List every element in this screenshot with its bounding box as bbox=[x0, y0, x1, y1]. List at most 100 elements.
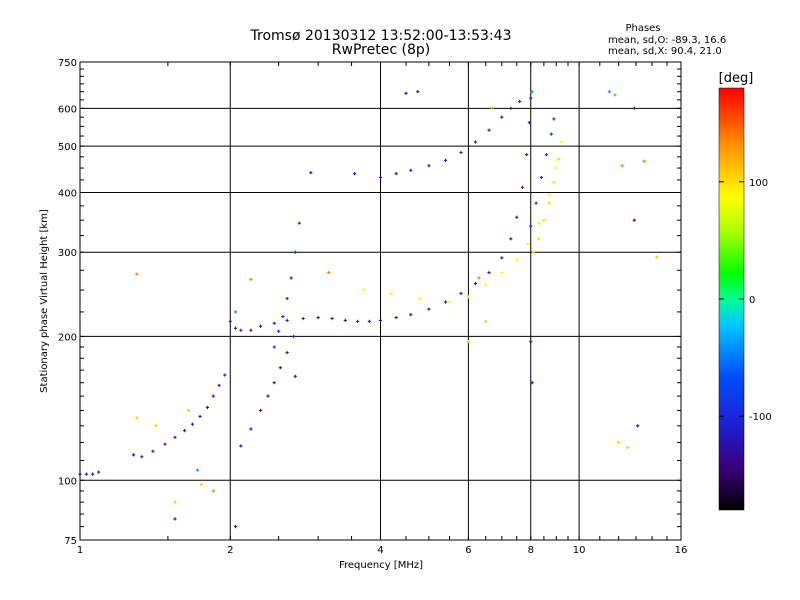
colorbar-tick-label: -100 bbox=[749, 412, 772, 423]
data-point bbox=[642, 159, 646, 163]
data-point bbox=[362, 288, 366, 292]
x-tick-label: 1 bbox=[77, 545, 83, 556]
data-point bbox=[198, 414, 202, 419]
y-tick-label: 300 bbox=[58, 248, 77, 259]
data-point bbox=[182, 429, 187, 433]
data-point bbox=[163, 442, 167, 446]
data-point bbox=[249, 427, 253, 431]
data-point bbox=[518, 99, 522, 104]
x-tick-label: 10 bbox=[573, 545, 586, 556]
stats-line-o: mean, sd,O: -89.3, 16.6 bbox=[608, 35, 726, 46]
data-point bbox=[529, 340, 533, 344]
data-point bbox=[84, 472, 89, 476]
data-point bbox=[356, 319, 360, 323]
data-point bbox=[487, 128, 491, 132]
data-point bbox=[277, 329, 281, 333]
data-point bbox=[542, 218, 546, 222]
data-point bbox=[529, 224, 533, 228]
data-point bbox=[655, 255, 659, 259]
data-point bbox=[272, 345, 276, 349]
data-point bbox=[205, 405, 210, 410]
data-point bbox=[409, 313, 413, 317]
x-tick-label: 6 bbox=[465, 545, 471, 556]
data-point bbox=[484, 319, 488, 323]
y-tick-label: 600 bbox=[58, 104, 77, 115]
x-axis-label: Frequency [MHz] bbox=[339, 560, 423, 571]
data-point bbox=[367, 319, 371, 323]
data-point bbox=[151, 449, 155, 453]
y-tick-label: 75 bbox=[64, 536, 77, 547]
data-point bbox=[91, 472, 95, 476]
data-point bbox=[547, 193, 551, 197]
data-point bbox=[527, 121, 531, 125]
data-point bbox=[500, 256, 504, 260]
data-point bbox=[625, 446, 630, 450]
data-point bbox=[293, 374, 297, 378]
data-point bbox=[249, 277, 253, 282]
x-tick-label: 2 bbox=[227, 545, 233, 556]
chart-subtitle: RwPretec (8p) bbox=[332, 42, 430, 58]
colorbar: [deg] 100 0 -100 bbox=[719, 71, 772, 511]
data-point bbox=[131, 453, 136, 457]
data-point bbox=[466, 295, 470, 299]
data-point bbox=[234, 525, 238, 529]
data-point bbox=[443, 300, 448, 304]
data-point bbox=[293, 250, 297, 254]
chart-title: Tromsø 20130312 13:52:00-13:53:43 bbox=[250, 28, 512, 44]
data-point bbox=[526, 242, 530, 246]
stats-line-x: mean, sd,X: 90.4, 21.0 bbox=[608, 46, 722, 57]
data-point bbox=[531, 250, 536, 254]
data-point bbox=[509, 106, 513, 110]
data-point bbox=[154, 424, 158, 428]
data-point bbox=[234, 326, 238, 330]
data-point bbox=[443, 158, 448, 162]
data-point bbox=[272, 321, 276, 325]
data-point bbox=[173, 500, 177, 504]
data-point bbox=[292, 334, 296, 338]
data-point bbox=[297, 221, 301, 225]
data-point bbox=[544, 153, 549, 157]
data-point bbox=[632, 218, 636, 222]
data-point bbox=[217, 383, 221, 387]
phase-stats: Phases mean, sd,O: -89.3, 16.6 mean, sd,… bbox=[608, 23, 726, 57]
data-point bbox=[309, 171, 313, 175]
data-point bbox=[316, 315, 320, 320]
data-point bbox=[617, 440, 621, 445]
data-point bbox=[281, 315, 285, 319]
data-point bbox=[549, 132, 554, 136]
data-point bbox=[239, 328, 243, 332]
y-tick-label: 750 bbox=[58, 58, 77, 69]
data-point bbox=[515, 257, 519, 261]
colorbar-tick-label: 0 bbox=[749, 295, 755, 306]
x-tick-label: 4 bbox=[377, 545, 383, 556]
data-point bbox=[473, 281, 478, 286]
data-point bbox=[343, 318, 347, 323]
data-point bbox=[559, 140, 563, 144]
x-tick-labels: 1 2 4 6 8 10 16 bbox=[77, 545, 688, 556]
data-point bbox=[552, 180, 556, 184]
grid-lines bbox=[80, 62, 681, 540]
data-point bbox=[394, 315, 398, 320]
data-point bbox=[530, 90, 534, 94]
data-point bbox=[186, 408, 191, 413]
data-point bbox=[353, 172, 357, 176]
data-point bbox=[404, 91, 408, 95]
data-point bbox=[427, 164, 431, 168]
data-point bbox=[490, 106, 494, 110]
data-point bbox=[330, 316, 334, 321]
data-point bbox=[285, 296, 289, 301]
data-point bbox=[613, 93, 617, 97]
data-point bbox=[389, 291, 393, 296]
data-point bbox=[477, 276, 481, 280]
data-point bbox=[285, 350, 289, 355]
data-point bbox=[173, 435, 177, 439]
data-point bbox=[301, 316, 305, 321]
data-point bbox=[552, 117, 556, 121]
data-point bbox=[427, 307, 431, 311]
y-tick-labels: 75 100 200 300 400 500 600 750 bbox=[58, 58, 77, 547]
colorbar-ticks: 100 0 -100 bbox=[719, 178, 772, 423]
data-point bbox=[378, 175, 383, 180]
data-point bbox=[258, 324, 263, 328]
data-point bbox=[620, 164, 624, 168]
